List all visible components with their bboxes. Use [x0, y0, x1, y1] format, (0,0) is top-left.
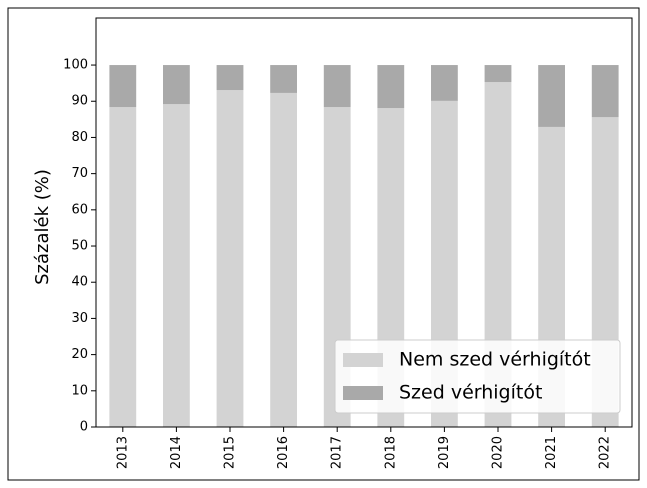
x-tick-label: 2015 [223, 436, 238, 469]
y-tick-label: 40 [71, 275, 88, 290]
bar-segment [163, 104, 190, 427]
y-axis-label: Százalék (%) [32, 169, 53, 285]
x-tick-label: 2020 [491, 436, 506, 469]
y-tick-label: 100 [63, 58, 88, 73]
x-tick-label: 2019 [437, 436, 452, 469]
x-tick-label: 2017 [330, 436, 345, 469]
bar-segment [431, 65, 458, 101]
legend-swatch [343, 386, 383, 400]
legend-box [334, 339, 621, 414]
x-tick-label: 2014 [169, 436, 184, 469]
y-tick-label: 0 [80, 420, 88, 435]
y-tick-label: 10 [71, 383, 88, 398]
bar-segment [163, 65, 190, 105]
x-tick-label: 2018 [383, 436, 398, 469]
x-tick-label: 2013 [115, 436, 130, 469]
y-tick-label: 30 [71, 311, 88, 326]
bar-segment [270, 92, 297, 428]
bar-segment [109, 107, 137, 427]
y-tick-label: 90 [71, 94, 88, 109]
legend-label: Szed vérhigítót [399, 382, 542, 404]
x-tick-label: 2016 [276, 436, 291, 469]
bar-segment [216, 65, 244, 91]
y-tick-label: 80 [71, 130, 88, 145]
y-tick-label: 70 [71, 166, 88, 181]
bar-segment [323, 65, 351, 108]
plot-frame [95, 17, 633, 428]
legend-swatch [343, 353, 383, 367]
bar-segment [377, 65, 405, 109]
bar-segment [484, 65, 512, 83]
y-tick-label: 20 [71, 347, 88, 362]
x-tick-label: 2021 [544, 436, 559, 469]
y-tick-label: 60 [71, 202, 88, 217]
bar-segment [109, 65, 137, 108]
y-tick-label: 50 [71, 239, 88, 254]
bar-segment [216, 90, 244, 427]
bar-segment [538, 65, 565, 127]
bar-segment [270, 65, 297, 93]
x-tick-label: 2022 [598, 436, 613, 469]
bar-segment [591, 65, 619, 118]
legend-label: Nem szed vérhigítót [399, 349, 591, 371]
